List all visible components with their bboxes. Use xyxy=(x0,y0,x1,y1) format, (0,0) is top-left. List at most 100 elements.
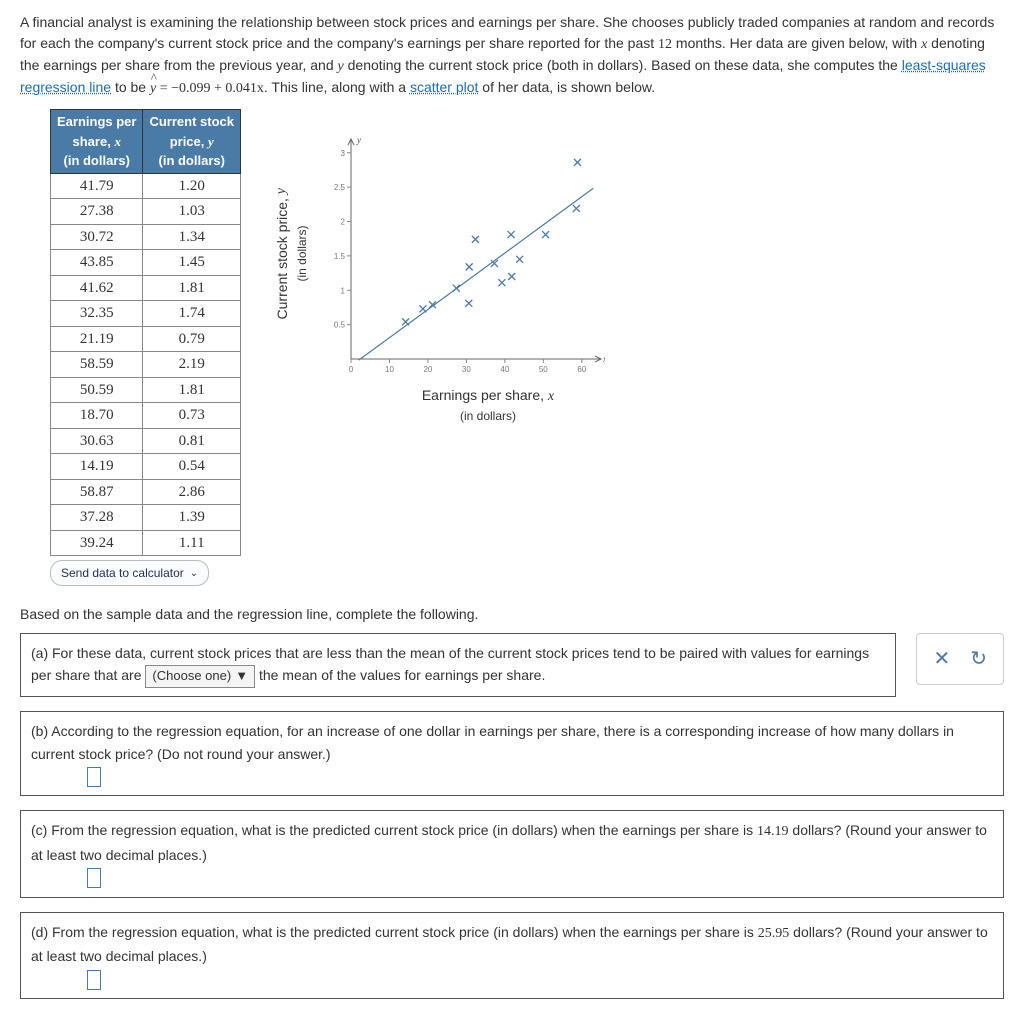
svg-text:2.5: 2.5 xyxy=(334,183,346,192)
table-row: 50.591.81 xyxy=(51,377,241,403)
reset-button[interactable]: ↻ xyxy=(970,644,987,674)
table-cell: 50.59 xyxy=(51,377,143,403)
table-cell: 1.03 xyxy=(143,199,241,225)
question-a: (a) For these data, current stock prices… xyxy=(20,633,896,697)
send-to-calculator-button[interactable]: Send data to calculator ⌄ xyxy=(50,560,209,586)
table-row: 43.851.45 xyxy=(51,250,241,276)
question-c: (c) From the regression equation, what i… xyxy=(20,810,1004,897)
close-button[interactable]: ✕ xyxy=(933,644,950,674)
table-cell: 41.79 xyxy=(51,173,143,199)
table-cell: 0.81 xyxy=(143,428,241,454)
table-cell: 1.39 xyxy=(143,505,241,531)
svg-text:x: x xyxy=(602,354,605,364)
qc-value: 14.19 xyxy=(757,824,789,839)
table-cell: 1.11 xyxy=(143,530,241,556)
table-cell: 41.62 xyxy=(51,275,143,301)
completion-prompt: Based on the sample data and the regress… xyxy=(20,604,1004,625)
table-cell: 58.87 xyxy=(51,479,143,505)
regression-equation: y = −0.099 + 0.041x xyxy=(150,81,264,96)
table-cell: 30.72 xyxy=(51,224,143,250)
table-row: 30.630.81 xyxy=(51,428,241,454)
qa-dropdown[interactable]: (Choose one) ▼ xyxy=(145,665,255,688)
intro-text: of her data, is shown below. xyxy=(478,79,655,95)
table-cell: 1.74 xyxy=(143,301,241,327)
question-a-row: (a) For these data, current stock prices… xyxy=(20,633,1004,711)
table-row: 14.190.54 xyxy=(51,454,241,480)
data-table-wrap: Earnings per share, x (in dollars) Curre… xyxy=(50,109,241,586)
svg-text:20: 20 xyxy=(423,365,432,374)
table-cell: 39.24 xyxy=(51,530,143,556)
intro-text: denoting the current stock price (both i… xyxy=(344,57,902,73)
qc-input[interactable] xyxy=(87,868,101,888)
svg-text:10: 10 xyxy=(385,365,394,374)
table-cell: 21.19 xyxy=(51,326,143,352)
svg-text:0.5: 0.5 xyxy=(334,321,346,330)
svg-text:1.5: 1.5 xyxy=(334,252,346,261)
scatter-plot-link[interactable]: scatter plot xyxy=(410,79,478,95)
table-cell: 37.28 xyxy=(51,505,143,531)
col-header-x: Earnings per share, x (in dollars) xyxy=(51,110,143,174)
x-axis-label: Earnings per share, x (in dollars) xyxy=(311,385,665,425)
qd-text: (d) From the regression equation, what i… xyxy=(31,924,758,940)
table-row: 27.381.03 xyxy=(51,199,241,225)
question-d: (d) From the regression equation, what i… xyxy=(20,912,1004,999)
table-cell: 0.73 xyxy=(143,403,241,429)
chart-svg: yx01020304050600.511.522.53 xyxy=(315,129,605,379)
table-cell: 2.19 xyxy=(143,352,241,378)
svg-text:y: y xyxy=(356,135,361,145)
y-axis-label: Current stock price, y (in dollars) xyxy=(271,188,311,319)
qb-input[interactable] xyxy=(87,767,101,787)
svg-text:1: 1 xyxy=(341,286,346,295)
table-row: 21.190.79 xyxy=(51,326,241,352)
scatter-chart: Current stock price, y (in dollars) y x 0 1… xyxy=(271,129,665,425)
table-row: 18.700.73 xyxy=(51,403,241,429)
table-row: 41.791.20 xyxy=(51,173,241,199)
action-buttons: ✕ ↻ xyxy=(916,633,1004,685)
table-cell: 0.54 xyxy=(143,454,241,480)
chevron-down-icon: ⌄ xyxy=(190,566,198,581)
question-b: (b) According to the regression equation… xyxy=(20,711,1004,796)
table-row: 58.592.19 xyxy=(51,352,241,378)
data-and-chart-row: Earnings per share, x (in dollars) Curre… xyxy=(50,109,1004,586)
svg-text:50: 50 xyxy=(539,365,548,374)
table-cell: 2.86 xyxy=(143,479,241,505)
table-row: 37.281.39 xyxy=(51,505,241,531)
intro-paragraph: A financial analyst is examining the rel… xyxy=(20,12,1004,99)
triangle-down-icon: ▼ xyxy=(235,666,248,687)
qd-value: 25.95 xyxy=(758,926,790,941)
table-cell: 14.19 xyxy=(51,454,143,480)
send-label: Send data to calculator xyxy=(61,564,184,582)
table-cell: 32.35 xyxy=(51,301,143,327)
qd-input[interactable] xyxy=(87,970,101,990)
intro-text: months. Her data are given below, with xyxy=(672,35,921,51)
intro-text: . This line, along with a xyxy=(264,79,410,95)
table-cell: 18.70 xyxy=(51,403,143,429)
table-cell: 1.45 xyxy=(143,250,241,276)
svg-text:40: 40 xyxy=(500,365,509,374)
col-header-y: Current stock price, y (in dollars) xyxy=(143,110,241,174)
qb-text: (b) According to the regression equation… xyxy=(31,723,954,761)
table-row: 58.872.86 xyxy=(51,479,241,505)
table-cell: 0.79 xyxy=(143,326,241,352)
months-value: 12 xyxy=(658,37,672,52)
table-row: 30.721.34 xyxy=(51,224,241,250)
qc-text: (c) From the regression equation, what i… xyxy=(31,822,757,838)
table-cell: 1.81 xyxy=(143,377,241,403)
table-cell: 30.63 xyxy=(51,428,143,454)
table-cell: 43.85 xyxy=(51,250,143,276)
table-cell: 1.81 xyxy=(143,275,241,301)
intro-text: to be xyxy=(111,79,150,95)
table-row: 41.621.81 xyxy=(51,275,241,301)
table-row: 39.241.11 xyxy=(51,530,241,556)
data-table: Earnings per share, x (in dollars) Curre… xyxy=(50,109,241,556)
qa-dropdown-label: (Choose one) xyxy=(152,666,231,687)
table-cell: 27.38 xyxy=(51,199,143,225)
svg-text:60: 60 xyxy=(577,365,586,374)
data-table-body: 41.791.2027.381.0330.721.3443.851.4541.6… xyxy=(51,173,241,556)
svg-text:30: 30 xyxy=(462,365,471,374)
svg-text:2: 2 xyxy=(341,218,346,227)
table-row: 32.351.74 xyxy=(51,301,241,327)
table-cell: 1.34 xyxy=(143,224,241,250)
svg-text:0: 0 xyxy=(349,365,354,374)
qa-text: the mean of the values for earnings per … xyxy=(259,667,545,683)
